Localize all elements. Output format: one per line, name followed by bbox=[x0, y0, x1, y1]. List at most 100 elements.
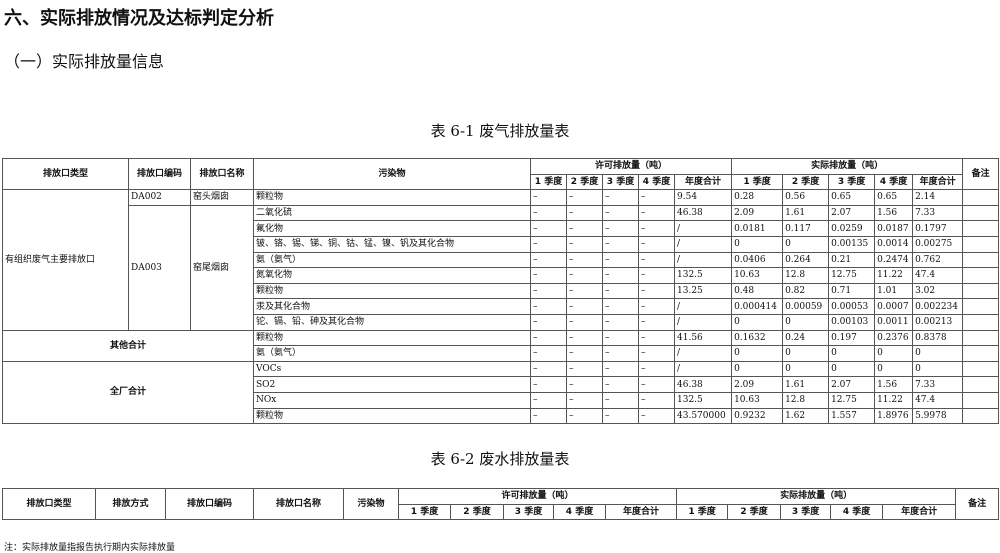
wastewater-emission-table: 排放口类型 排放方式 排放口编码 排放口名称 污染物 许可排放量（吨） 实际排放… bbox=[2, 487, 1000, 521]
permit-value-cell: 46.38 bbox=[673, 376, 733, 393]
permit-value-cell: – bbox=[602, 329, 639, 347]
permit-quarter-header: 1 季度 bbox=[530, 173, 567, 191]
actual-value-cell: 0.2376 bbox=[874, 329, 914, 347]
permit-value-cell: – bbox=[602, 189, 639, 206]
permit-quarter-header: 2 季度 bbox=[450, 503, 504, 521]
remark-cell bbox=[962, 391, 1000, 409]
pollutant-cell: 氟化物 bbox=[253, 220, 531, 237]
permit-value-cell: – bbox=[602, 282, 639, 300]
permit-value-cell: – bbox=[638, 345, 675, 362]
actual-quarter-header: 3 季度 bbox=[780, 503, 832, 521]
permit-quarter-header: 3 季度 bbox=[602, 173, 639, 191]
permit-value-cell: – bbox=[530, 298, 567, 315]
actual-value-cell: 0 bbox=[828, 360, 876, 378]
actual-value-cell: 10.63 bbox=[731, 267, 784, 284]
pollutant-cell: VOCs bbox=[253, 360, 531, 378]
actual-value-cell: 1.61 bbox=[782, 204, 830, 222]
permit-value-cell: – bbox=[602, 267, 639, 284]
actual-quarter-header: 1 季度 bbox=[731, 173, 784, 191]
actual-value-cell: 0.0187 bbox=[874, 220, 914, 237]
actual-value-cell: 0 bbox=[912, 360, 964, 378]
pollutant-cell: 铊、镉、铅、砷及其化合物 bbox=[253, 313, 531, 331]
actual-value-cell: 0.65 bbox=[828, 189, 876, 206]
remark-cell bbox=[962, 189, 1000, 206]
actual-value-cell: 0.000414 bbox=[731, 298, 784, 315]
actual-quarter-header: 3 季度 bbox=[828, 173, 876, 191]
permit-value-cell: / bbox=[673, 235, 733, 253]
actual-quarter-header: 年度合计 bbox=[912, 173, 964, 191]
table-row: 有组织废气主要排放口 DA002 窑头烟囱 颗粒物 – – – –9.54 0.28 0.56 0.… bbox=[2, 189, 1000, 331]
actual-value-cell: 0.8378 bbox=[912, 329, 964, 347]
table-row: 全厂合计 VOCs – – – –/0 0 0 0 0 bbox=[2, 360, 1000, 425]
permit-value-cell: – bbox=[566, 313, 603, 331]
actual-value-cell: 0.0181 bbox=[731, 220, 784, 237]
permit-quarter-header: 1 季度 bbox=[398, 503, 451, 521]
remark-cell bbox=[962, 329, 1000, 347]
permit-value-cell: – bbox=[530, 345, 567, 362]
header-type: 排放口类型 bbox=[2, 157, 129, 191]
actual-value-cell: 0.0406 bbox=[731, 251, 784, 269]
actual-value-cell: 0.2474 bbox=[874, 251, 914, 269]
permit-value-cell: – bbox=[530, 329, 567, 347]
permit-value-cell: – bbox=[602, 407, 639, 425]
permit-value-cell: – bbox=[638, 329, 675, 347]
remark-cell bbox=[962, 407, 1000, 425]
header-actual: 实际排放量（吨） bbox=[676, 488, 957, 505]
pollutant-cell: 颗粒物 bbox=[253, 282, 531, 300]
permit-value-cell: / bbox=[673, 313, 733, 331]
permit-value-cell: – bbox=[638, 391, 675, 409]
actual-value-cell: 0.28 bbox=[731, 189, 784, 206]
permit-value-cell: – bbox=[566, 360, 603, 378]
permit-value-cell: – bbox=[530, 189, 567, 206]
actual-value-cell: 1.62 bbox=[782, 407, 830, 425]
permit-value-cell: – bbox=[530, 251, 567, 269]
permit-value-cell: – bbox=[602, 313, 639, 331]
remark-cell bbox=[962, 360, 1000, 378]
outlet-name-cell: 窑尾烟囱 bbox=[190, 204, 254, 331]
header-pollutant: 污染物 bbox=[343, 487, 399, 521]
actual-value-cell: 0.00103 bbox=[828, 313, 876, 331]
permit-value-cell: – bbox=[530, 235, 567, 253]
permit-value-cell: – bbox=[530, 391, 567, 409]
actual-value-cell: 1.8976 bbox=[874, 407, 914, 425]
actual-value-cell: 1.01 bbox=[874, 282, 914, 300]
outlet-name-cell: 窑头烟囱 bbox=[190, 189, 254, 206]
permit-value-cell: / bbox=[673, 360, 733, 378]
remark-cell bbox=[962, 282, 1000, 300]
permit-value-cell: – bbox=[602, 345, 639, 362]
actual-value-cell: 10.63 bbox=[731, 391, 784, 409]
actual-value-cell: 1.557 bbox=[828, 407, 876, 425]
header-type: 排放口类型 bbox=[2, 487, 96, 521]
header-remark: 备注 bbox=[962, 157, 1000, 191]
outlet-type-cell: 全厂合计 bbox=[2, 360, 254, 425]
permit-value-cell: – bbox=[602, 235, 639, 253]
actual-value-cell: 0.0259 bbox=[828, 220, 876, 237]
permit-value-cell: – bbox=[566, 251, 603, 269]
pollutant-cell: 二氧化硫 bbox=[253, 204, 531, 222]
actual-value-cell: 0.0014 bbox=[874, 235, 914, 253]
actual-quarter-header: 1 季度 bbox=[676, 503, 729, 521]
permit-value-cell: 43.570000 bbox=[673, 407, 733, 425]
outlet-type-cell: 有组织废气主要排放口 bbox=[2, 189, 129, 331]
pollutant-cell: SO2 bbox=[253, 376, 531, 393]
actual-value-cell: 0.00059 bbox=[782, 298, 830, 315]
permit-quarter-header: 年度合计 bbox=[604, 503, 678, 521]
permit-value-cell: – bbox=[638, 376, 675, 393]
table-row: 汞及其化合物 – – – –/0.000414 0.00059 0.00053 0.0007 0… bbox=[3, 298, 1000, 315]
remark-cell bbox=[962, 376, 1000, 393]
actual-value-cell: 12.8 bbox=[782, 391, 830, 409]
actual-value-cell: 0.71 bbox=[828, 282, 876, 300]
actual-value-cell: 0 bbox=[731, 313, 784, 331]
permit-value-cell: 132.5 bbox=[673, 391, 733, 409]
subsection-title: （一）实际排放量信息 bbox=[4, 52, 165, 71]
actual-value-cell: 0 bbox=[782, 360, 830, 378]
header-code: 排放口编码 bbox=[128, 157, 191, 191]
actual-value-cell: 0.264 bbox=[782, 251, 830, 269]
footnote: 注：实际排放量指报告执行期内实际排放量 bbox=[4, 543, 176, 553]
permit-value-cell: – bbox=[602, 360, 639, 378]
permit-value-cell: – bbox=[530, 360, 567, 378]
permit-value-cell: – bbox=[566, 235, 603, 253]
header-code: 排放口编码 bbox=[165, 487, 254, 521]
actual-value-cell: 0.9232 bbox=[731, 407, 784, 425]
actual-value-cell: 2.09 bbox=[731, 376, 784, 393]
